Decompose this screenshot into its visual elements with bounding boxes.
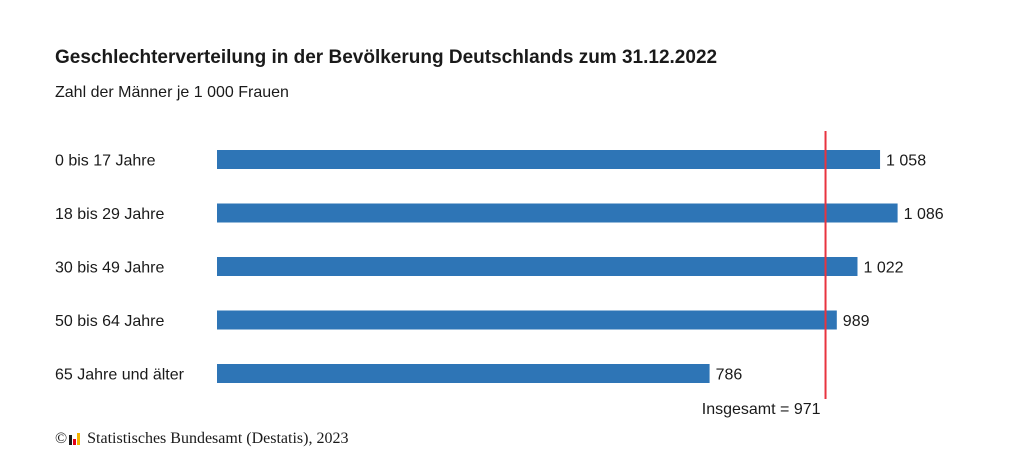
reference-layer: Insgesamt = 971 (702, 131, 827, 418)
value-label: 1 058 (886, 153, 926, 170)
category-label: 18 bis 29 Jahre (55, 206, 165, 223)
value-label: 989 (843, 313, 870, 330)
labels-layer: 0 bis 17 Jahre 1 058 18 bis 29 Jahre 1 086 3… (55, 153, 944, 384)
bar (217, 257, 858, 276)
bars-layer (217, 150, 898, 383)
value-label: 786 (716, 367, 743, 384)
destatis-logo-icon (69, 433, 83, 445)
bar (217, 203, 898, 223)
source-text: Statistisches Bundesamt (Destatis), 2023 (87, 430, 349, 447)
bar (217, 310, 837, 330)
category-label: 50 bis 64 Jahre (55, 313, 165, 330)
bar (217, 364, 710, 383)
category-label: 0 bis 17 Jahre (55, 153, 156, 170)
value-label: 1 022 (863, 260, 903, 277)
bar (217, 150, 881, 169)
category-label: 30 bis 49 Jahre (55, 260, 165, 277)
chart-title: Geschlechterverteilung in der Bevölkerun… (55, 47, 718, 68)
reference-line-label: Insgesamt = 971 (702, 401, 821, 418)
value-label: 1 086 (904, 206, 944, 223)
source-footer: © Statistisches Bundesamt (Destatis), 20… (55, 430, 348, 448)
category-label: 65 Jahre und älter (55, 367, 185, 384)
copyright-symbol: © (55, 430, 68, 447)
chart-subtitle: Zahl der Männer je 1 000 Frauen (55, 84, 289, 101)
